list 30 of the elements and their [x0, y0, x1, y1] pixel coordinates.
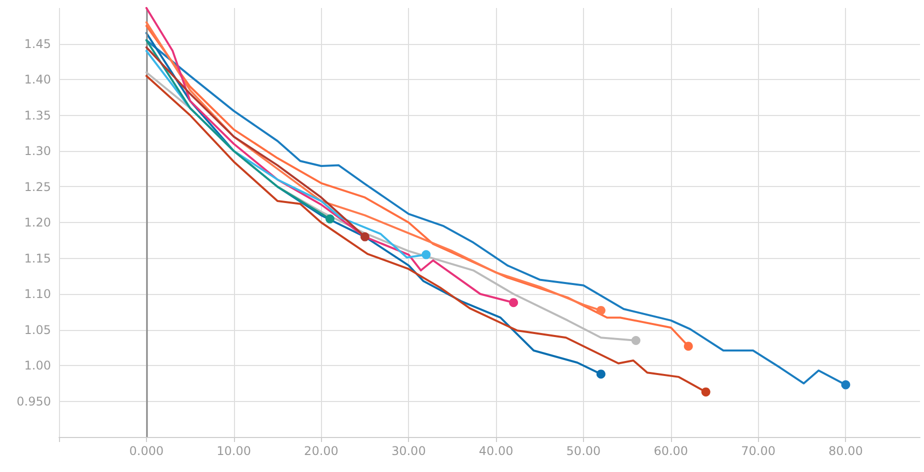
point [509, 298, 518, 308]
x-tick-label: 60.00 [654, 444, 688, 458]
y-tick-label: 1.00 [24, 358, 51, 372]
y-tick-label: 1.15 [24, 251, 51, 266]
y-tick-label: 1.35 [24, 108, 51, 122]
y-tick-label: 1.25 [24, 180, 51, 194]
point [360, 232, 370, 242]
point [701, 387, 710, 396]
y-tick-label: 0.950 [16, 394, 51, 408]
point [325, 214, 334, 224]
x-tick-label: 20.00 [304, 444, 338, 458]
y-tick-label: 1.10 [24, 287, 51, 301]
point [596, 370, 606, 379]
y-tick-label: 1.20 [24, 216, 51, 230]
x-tick-label: 80.00 [828, 444, 863, 458]
point [596, 306, 606, 315]
point [422, 250, 431, 260]
x-tick-label: 70.00 [741, 444, 776, 458]
y-tick-label: 1.40 [24, 72, 51, 86]
x-tick-label: 40.00 [478, 444, 514, 458]
point [631, 336, 640, 345]
y-tick-label: 1.45 [24, 36, 51, 51]
x-tick-label: 10.00 [216, 444, 251, 458]
point [684, 342, 693, 351]
y-tick-label: 1.05 [24, 322, 51, 337]
y-tick-label: 1.30 [24, 144, 51, 158]
point [841, 380, 850, 390]
x-tick-label: 30.00 [391, 444, 426, 458]
x-tick-label: 0.000 [129, 444, 164, 458]
x-tick-label: 50.00 [566, 444, 601, 458]
